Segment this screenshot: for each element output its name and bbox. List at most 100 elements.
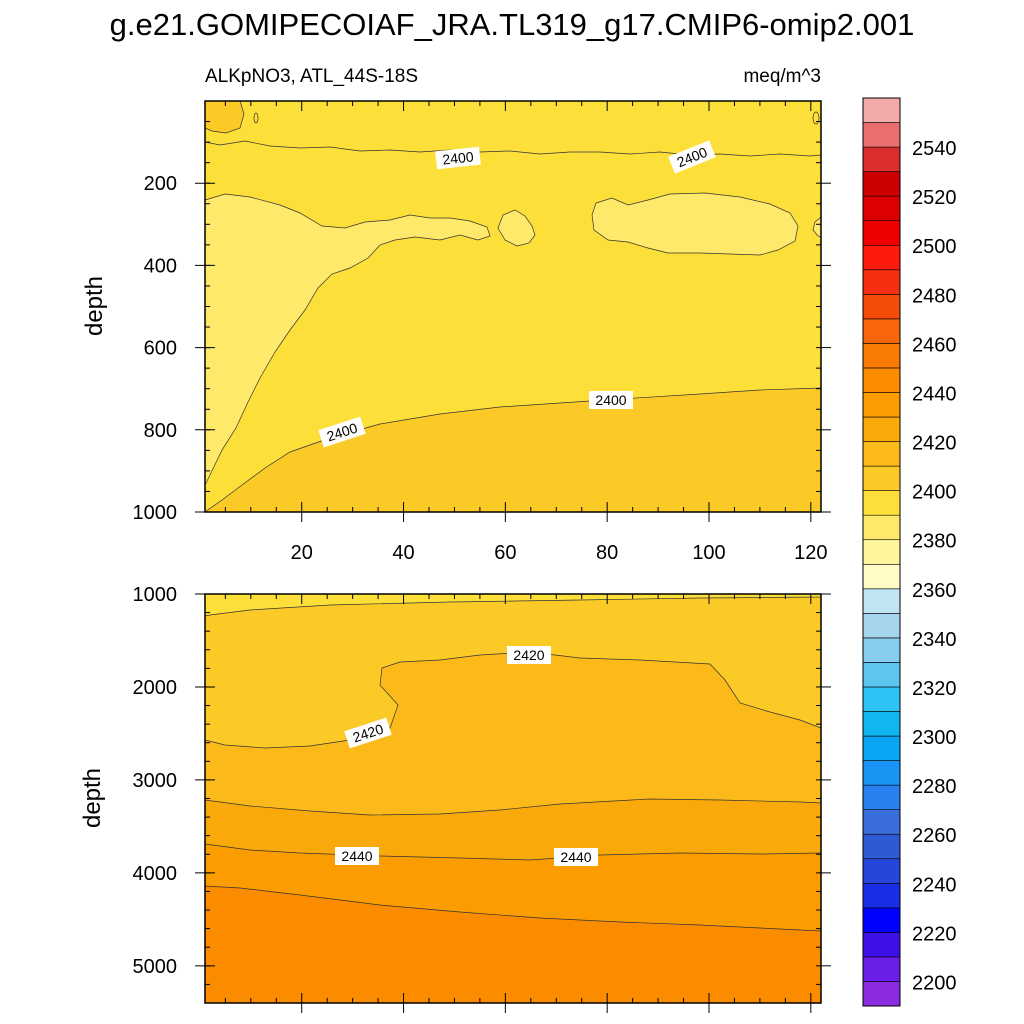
colorbar-tick-label: 2520: [912, 187, 957, 209]
svg-text:2440: 2440: [560, 849, 591, 865]
colorbar-tick-label: 2460: [912, 334, 957, 356]
contour-label-upper-3: 2400: [589, 391, 633, 409]
colorbar-swatch: [862, 367, 901, 393]
contour-label-upper-1: 2400: [435, 146, 481, 170]
colorbar-swatch: [862, 981, 901, 1007]
colorbar-swatch: [862, 146, 901, 172]
region-lower-top-sliver: [205, 594, 821, 617]
region-upper-west-wedge: [205, 193, 491, 486]
y-tick-label: 200: [144, 173, 177, 195]
contour-upper-surface: [205, 140, 821, 157]
colorbar-tick-label: 2320: [912, 678, 957, 700]
contour-label-lower-1: 2420: [507, 646, 551, 664]
y-tick-label: 4000: [133, 863, 178, 885]
colorbar-swatch: [862, 784, 901, 810]
colorbar-tick-label: 2300: [912, 727, 957, 749]
colorbar-swatch: [862, 809, 901, 835]
colorbar-tick-label: 2380: [912, 531, 957, 553]
colorbar-swatch: [862, 735, 901, 761]
colorbar-tick-label: 2200: [912, 972, 957, 994]
region-upper-blob-topleft: [205, 101, 245, 134]
colorbar-tick-label: 2280: [912, 776, 957, 798]
x-tick-label: 80: [596, 542, 618, 564]
y-tick-label: 600: [144, 338, 177, 360]
lower-panel: 2420 2420 2440 2440: [205, 594, 821, 1003]
colorbar-swatch: [862, 711, 901, 737]
colorbar-swatch: [862, 956, 901, 982]
colorbar-swatch: [862, 97, 901, 123]
lower-y-axis-title: depth: [79, 768, 106, 828]
colorbar-swatch: [862, 269, 901, 295]
colorbar-swatch: [862, 514, 901, 541]
colorbar-swatch: [862, 244, 901, 271]
x-tick-label: 20: [291, 542, 313, 564]
x-tick-label: 60: [494, 542, 516, 564]
units-label: meq/m^3: [743, 66, 821, 87]
figure-title: g.e21.GOMIPECOIAF_JRA.TL319_g17.CMIP6-om…: [110, 7, 915, 42]
colorbar-tick-label: 2240: [912, 874, 957, 896]
colorbar-tick-label: 2440: [912, 383, 957, 405]
x-tick-label: 120: [794, 542, 827, 564]
region-upper-blob-edge: [812, 216, 821, 238]
colorbar: 2200 2220 2240 2260 2280 2300 2320 2340 2360 2380…: [862, 97, 957, 1007]
axes-layer: 200 400 600 800 1000 1000 2000 3000 4000 5000 20 40…: [133, 100, 831, 1013]
colorbar-swatch: [862, 539, 901, 565]
y-tick-label: 3000: [133, 770, 178, 792]
contour-upper-dot-right: [812, 111, 820, 125]
upper-y-axis-title: depth: [81, 276, 108, 336]
colorbar-swatch: [862, 907, 901, 933]
colorbar-swatch: [862, 858, 901, 884]
colorbar-swatch: [862, 882, 901, 909]
colorbar-frame: [862, 97, 901, 1007]
colorbar-swatch: [862, 441, 901, 467]
colorbar-swatch: [862, 318, 901, 344]
colorbar-tick-label: 2500: [912, 236, 957, 258]
colorbar-swatch: [862, 588, 901, 614]
svg-text:2400: 2400: [595, 392, 626, 408]
colorbar-swatch: [862, 122, 901, 148]
region-upper-deep: [205, 387, 821, 512]
variable-label: ALKpNO3, ATL_44S-18S: [205, 66, 418, 87]
svg-text:2420: 2420: [513, 647, 544, 663]
colorbar-tick-label: 2480: [912, 285, 957, 307]
colorbar-swatch: [862, 220, 901, 246]
colorbar-swatch: [862, 613, 901, 639]
contour-label-lower-4: 2440: [554, 848, 598, 866]
x-tick-label: 100: [692, 542, 725, 564]
upper-panel: 2400 2400 2400 2400: [205, 101, 821, 512]
colorbar-swatch: [862, 171, 901, 197]
colorbar-swatch: [862, 416, 901, 442]
colorbar-swatch: [862, 686, 901, 712]
colorbar-swatch: [862, 392, 901, 418]
colorbar-swatch: [862, 637, 901, 663]
svg-text:2440: 2440: [341, 848, 372, 864]
colorbar-swatch: [862, 195, 901, 222]
colorbar-swatch: [862, 833, 901, 860]
contour-upper-dot-left: [253, 112, 259, 124]
region-upper-blob-mid: [497, 209, 536, 247]
colorbar-tick-label: 2540: [912, 138, 957, 160]
colorbar-swatch: [862, 294, 901, 320]
colorbar-swatch: [862, 563, 901, 590]
y-tick-label: 5000: [133, 956, 178, 978]
svg-text:2400: 2400: [442, 148, 475, 167]
colorbar-tick-label: 2220: [912, 923, 957, 945]
colorbar-swatch: [862, 662, 901, 688]
colorbar-swatch: [862, 343, 901, 369]
region-upper-blob-east: [591, 192, 799, 256]
y-tick-label: 2000: [133, 677, 178, 699]
colorbar-swatch: [862, 932, 901, 958]
y-tick-label: 400: [144, 255, 177, 277]
y-tick-label: 1000: [133, 502, 178, 524]
x-tick-label: 40: [392, 542, 414, 564]
colorbar-swatch: [862, 490, 901, 516]
colorbar-tick-label: 2400: [912, 482, 957, 504]
colorbar-tick-label: 2360: [912, 580, 957, 602]
colorbar-tick-label: 2340: [912, 629, 957, 651]
region-lower-2450: [205, 885, 821, 1003]
colorbar-tick-label: 2260: [912, 825, 957, 847]
colorbar-swatch: [862, 465, 901, 491]
y-tick-label: 800: [144, 420, 177, 442]
colorbar-swatch: [862, 760, 901, 786]
